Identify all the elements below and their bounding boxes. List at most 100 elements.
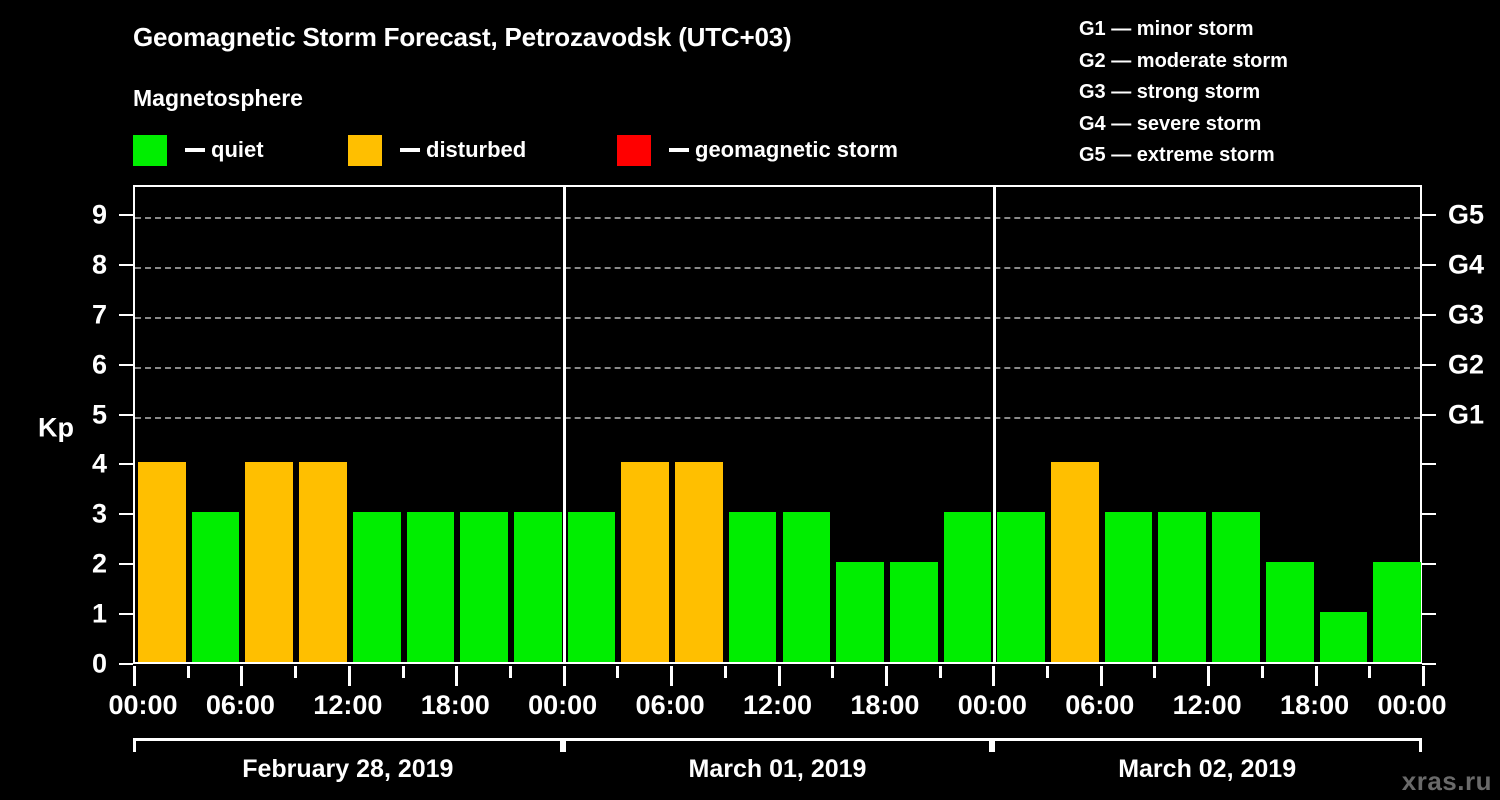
x-axis-tick-label: 12:00 — [1172, 690, 1242, 720]
legend-dash-icon — [185, 148, 205, 152]
x-axis-tick — [884, 666, 888, 686]
x-axis-tick — [1099, 666, 1103, 686]
x-axis-tick — [186, 666, 190, 678]
x-axis-tick — [1422, 666, 1425, 686]
g-scale-row-g2: G2 — moderate storm — [1079, 49, 1288, 72]
y-axis-tick-label-6: 6 — [91, 349, 107, 380]
y-axis-title: Kp — [38, 412, 74, 443]
bar — [1265, 562, 1314, 662]
bar — [782, 512, 831, 662]
x-axis-tick-label: 06:00 — [635, 690, 705, 720]
x-axis-tick — [1207, 666, 1211, 686]
right-axis-tick-5 — [1422, 413, 1436, 416]
y-axis-tick-0 — [119, 663, 133, 665]
page-title: Geomagnetic Storm Forecast, Petrozavodsk… — [133, 22, 792, 52]
right-axis-tick-4 — [1422, 463, 1436, 466]
x-axis-tick — [1368, 666, 1372, 678]
y-axis-tick-label-5: 5 — [91, 399, 107, 430]
x-axis-tick-label: 00:00 — [528, 690, 598, 720]
x-axis-tick — [562, 666, 566, 686]
disturbed-swatch — [348, 134, 382, 166]
bar — [1373, 562, 1421, 662]
y-axis-tick-label-4: 4 — [91, 448, 107, 479]
bar — [138, 462, 186, 662]
right-axis-tick-0 — [1422, 663, 1436, 665]
day-label: February 28, 2019 — [242, 755, 454, 783]
right-axis-tick-1 — [1422, 613, 1436, 616]
x-axis-tick — [723, 666, 727, 678]
x-axis-tick-label: 18:00 — [850, 690, 920, 720]
y-axis-tick-label-7: 7 — [91, 299, 107, 330]
x-axis-tick — [938, 666, 942, 678]
bars-layer — [135, 187, 1421, 662]
x-axis-tick — [670, 666, 674, 686]
day-bracket — [133, 738, 563, 752]
bar — [728, 512, 777, 662]
x-axis-tick — [992, 666, 996, 686]
legend-entry-geomagnetic-storm: geomagnetic storm — [617, 133, 898, 167]
bar — [245, 462, 294, 662]
bar — [889, 562, 938, 662]
plot-area — [133, 185, 1422, 664]
y-axis-tick-8 — [119, 263, 133, 266]
quiet-swatch — [133, 134, 167, 166]
y-axis-tick-7 — [119, 313, 133, 316]
bar — [1104, 512, 1153, 662]
y-axis-tick-3 — [119, 513, 133, 516]
x-axis-tick-label: 06:00 — [205, 690, 275, 720]
x-axis-tick-label: 00:00 — [108, 690, 178, 720]
right-axis-tick-2 — [1422, 563, 1436, 566]
x-axis-tick — [133, 666, 136, 686]
right-axis-tick-9 — [1422, 213, 1436, 216]
y-axis-tick-label-3: 3 — [91, 498, 107, 529]
bar — [1212, 512, 1260, 662]
g-axis-label-g1: G1 — [1448, 399, 1485, 430]
bar — [352, 512, 401, 662]
day-label: March 02, 2019 — [1118, 755, 1297, 783]
x-axis-tick — [831, 666, 835, 678]
watermark: xras.ru — [1401, 766, 1492, 796]
y-axis-tick-label-2: 2 — [91, 548, 107, 579]
legend-label: disturbed — [426, 137, 527, 162]
legend-label: quiet — [211, 137, 264, 162]
y-axis-tick-9 — [119, 213, 133, 216]
x-axis-tick — [1314, 666, 1318, 686]
right-axis-tick-6 — [1422, 363, 1436, 366]
right-axis-tick-8 — [1422, 263, 1436, 266]
bar — [1158, 512, 1207, 662]
x-axis-tick-label: 00:00 — [957, 690, 1027, 720]
x-axis-tick — [455, 666, 459, 686]
g-axis-label-g5: G5 — [1448, 199, 1485, 230]
x-axis-tick-label: 18:00 — [1280, 690, 1350, 720]
x-axis-tick-label: 12:00 — [313, 690, 383, 720]
x-axis-tick-label: 18:00 — [420, 690, 490, 720]
y-axis-tick-label-9: 9 — [91, 199, 107, 230]
bar — [621, 462, 670, 662]
x-axis-tick — [294, 666, 298, 678]
x-axis-tick — [401, 666, 405, 678]
legend-dash-icon — [400, 148, 420, 152]
bar — [675, 462, 723, 662]
bar — [997, 512, 1046, 662]
x-axis-tick — [1153, 666, 1157, 678]
x-axis-tick — [616, 666, 620, 678]
bar — [460, 512, 508, 662]
g-axis-label-g2: G2 — [1448, 349, 1485, 380]
legend-dash-icon — [669, 148, 689, 152]
x-axis-tick — [1046, 666, 1050, 678]
bar — [943, 512, 992, 662]
day-bracket — [562, 738, 993, 752]
bar — [1051, 462, 1099, 662]
g-axis-label-g4: G4 — [1448, 249, 1485, 280]
x-axis-tick-label: 12:00 — [742, 690, 813, 720]
x-axis-tick-label: 06:00 — [1065, 690, 1135, 720]
y-axis-tick-2 — [119, 563, 133, 566]
y-axis-tick-1 — [119, 613, 133, 616]
bar — [406, 512, 455, 662]
x-axis-tick — [1260, 666, 1264, 678]
y-axis-tick-6 — [119, 363, 133, 366]
bar — [567, 512, 616, 662]
g-scale-row-g4: G4 — severe storm — [1079, 112, 1262, 135]
x-axis-tick — [508, 666, 512, 678]
